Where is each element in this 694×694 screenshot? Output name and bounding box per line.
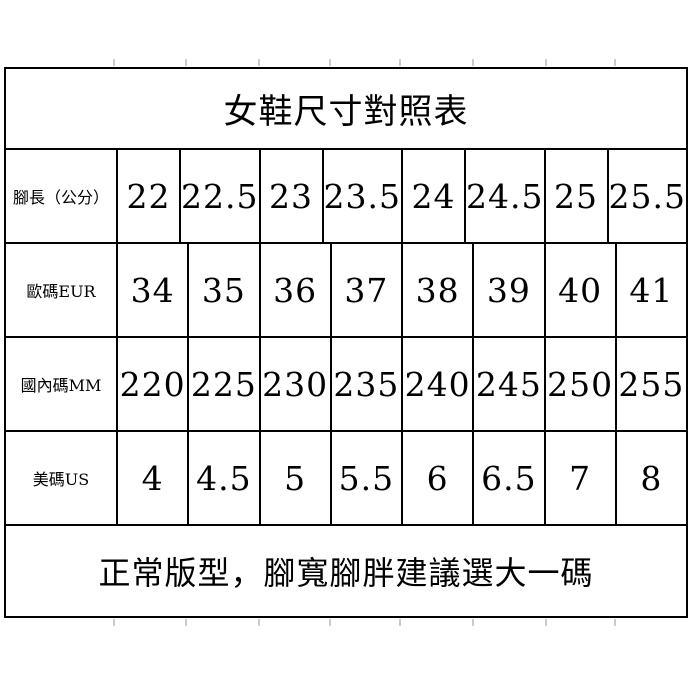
table-cell: 40 xyxy=(543,244,615,336)
gridline-tick xyxy=(185,59,187,66)
table-cell: 25 xyxy=(543,150,607,242)
size-conversion-table: 女鞋尺寸對照表 腳長（公分） 22 22.5 23 23.5 24 24.5 2… xyxy=(4,67,688,618)
table-cell: 41 xyxy=(614,244,686,336)
table-cell: 245 xyxy=(472,338,543,430)
table-cell: 8 xyxy=(614,432,686,524)
footer-note: 正常版型，腳寬腳胖建議選大一碼 xyxy=(98,554,594,592)
table-cell: 22 xyxy=(116,150,179,242)
table-cell: 23 xyxy=(258,150,322,242)
table-cell: 23.5 xyxy=(321,150,401,242)
row-label-us-size: 美碼US xyxy=(32,470,90,489)
table-row-foot-length: 腳長（公分） 22 22.5 23 23.5 24 24.5 25 25.5 xyxy=(6,148,686,242)
table-cell: 5.5 xyxy=(329,432,401,524)
gridline-tick xyxy=(545,59,547,66)
table-cell: 6 xyxy=(401,432,472,524)
table-title: 女鞋尺寸對照表 xyxy=(223,92,469,132)
gridline-tick xyxy=(472,619,474,626)
table-cell: 225 xyxy=(187,338,258,430)
table-cell: 250 xyxy=(543,338,615,430)
gridline-tick xyxy=(545,619,547,626)
gridline-tick xyxy=(399,59,401,66)
table-cell: 39 xyxy=(472,244,543,336)
table-row-us-size: 美碼US 4 4.5 5 5.5 6 6.5 7 8 xyxy=(6,430,686,524)
table-cell: 7 xyxy=(543,432,615,524)
table-cell: 38 xyxy=(401,244,472,336)
gridline-tick xyxy=(329,619,331,626)
table-cell: 4 xyxy=(116,432,187,524)
table-cell: 5 xyxy=(258,432,330,524)
gridline-tick xyxy=(258,59,260,66)
row-label-mm-size: 國內碼MM xyxy=(20,376,102,395)
table-title-row: 女鞋尺寸對照表 xyxy=(6,69,686,148)
row-label-eur-size: 歐碼EUR xyxy=(26,282,96,301)
row-label-foot-length: 腳長（公分） xyxy=(12,188,109,207)
gridline-tick xyxy=(185,619,187,626)
table-cell: 37 xyxy=(329,244,401,336)
table-row-eur-size: 歐碼EUR 34 35 36 37 38 39 40 41 xyxy=(6,242,686,336)
table-cell: 34 xyxy=(116,244,187,336)
gridline-tick xyxy=(329,59,331,66)
gridline-tick xyxy=(399,619,401,626)
gridline-tick xyxy=(113,59,115,66)
gridline-tick xyxy=(614,619,616,626)
gridline-tick xyxy=(258,619,260,626)
gridline-tick xyxy=(614,59,616,66)
table-cell: 24 xyxy=(401,150,464,242)
table-cell: 35 xyxy=(187,244,258,336)
footer-note-row: 正常版型，腳寬腳胖建議選大一碼 xyxy=(6,524,686,616)
gridline-tick xyxy=(113,619,115,626)
table-cell: 235 xyxy=(329,338,401,430)
table-row-mm-size: 國內碼MM 220 225 230 235 240 245 250 255 xyxy=(6,336,686,430)
gridline-tick xyxy=(472,59,474,66)
table-cell: 230 xyxy=(258,338,330,430)
table-cell: 25.5 xyxy=(606,150,686,242)
table-cell: 220 xyxy=(116,338,187,430)
table-cell: 22.5 xyxy=(179,150,258,242)
table-cell: 255 xyxy=(614,338,686,430)
table-cell: 6.5 xyxy=(472,432,543,524)
table-cell: 24.5 xyxy=(464,150,543,242)
table-cell: 240 xyxy=(401,338,472,430)
table-cell: 36 xyxy=(258,244,330,336)
table-cell: 4.5 xyxy=(187,432,258,524)
